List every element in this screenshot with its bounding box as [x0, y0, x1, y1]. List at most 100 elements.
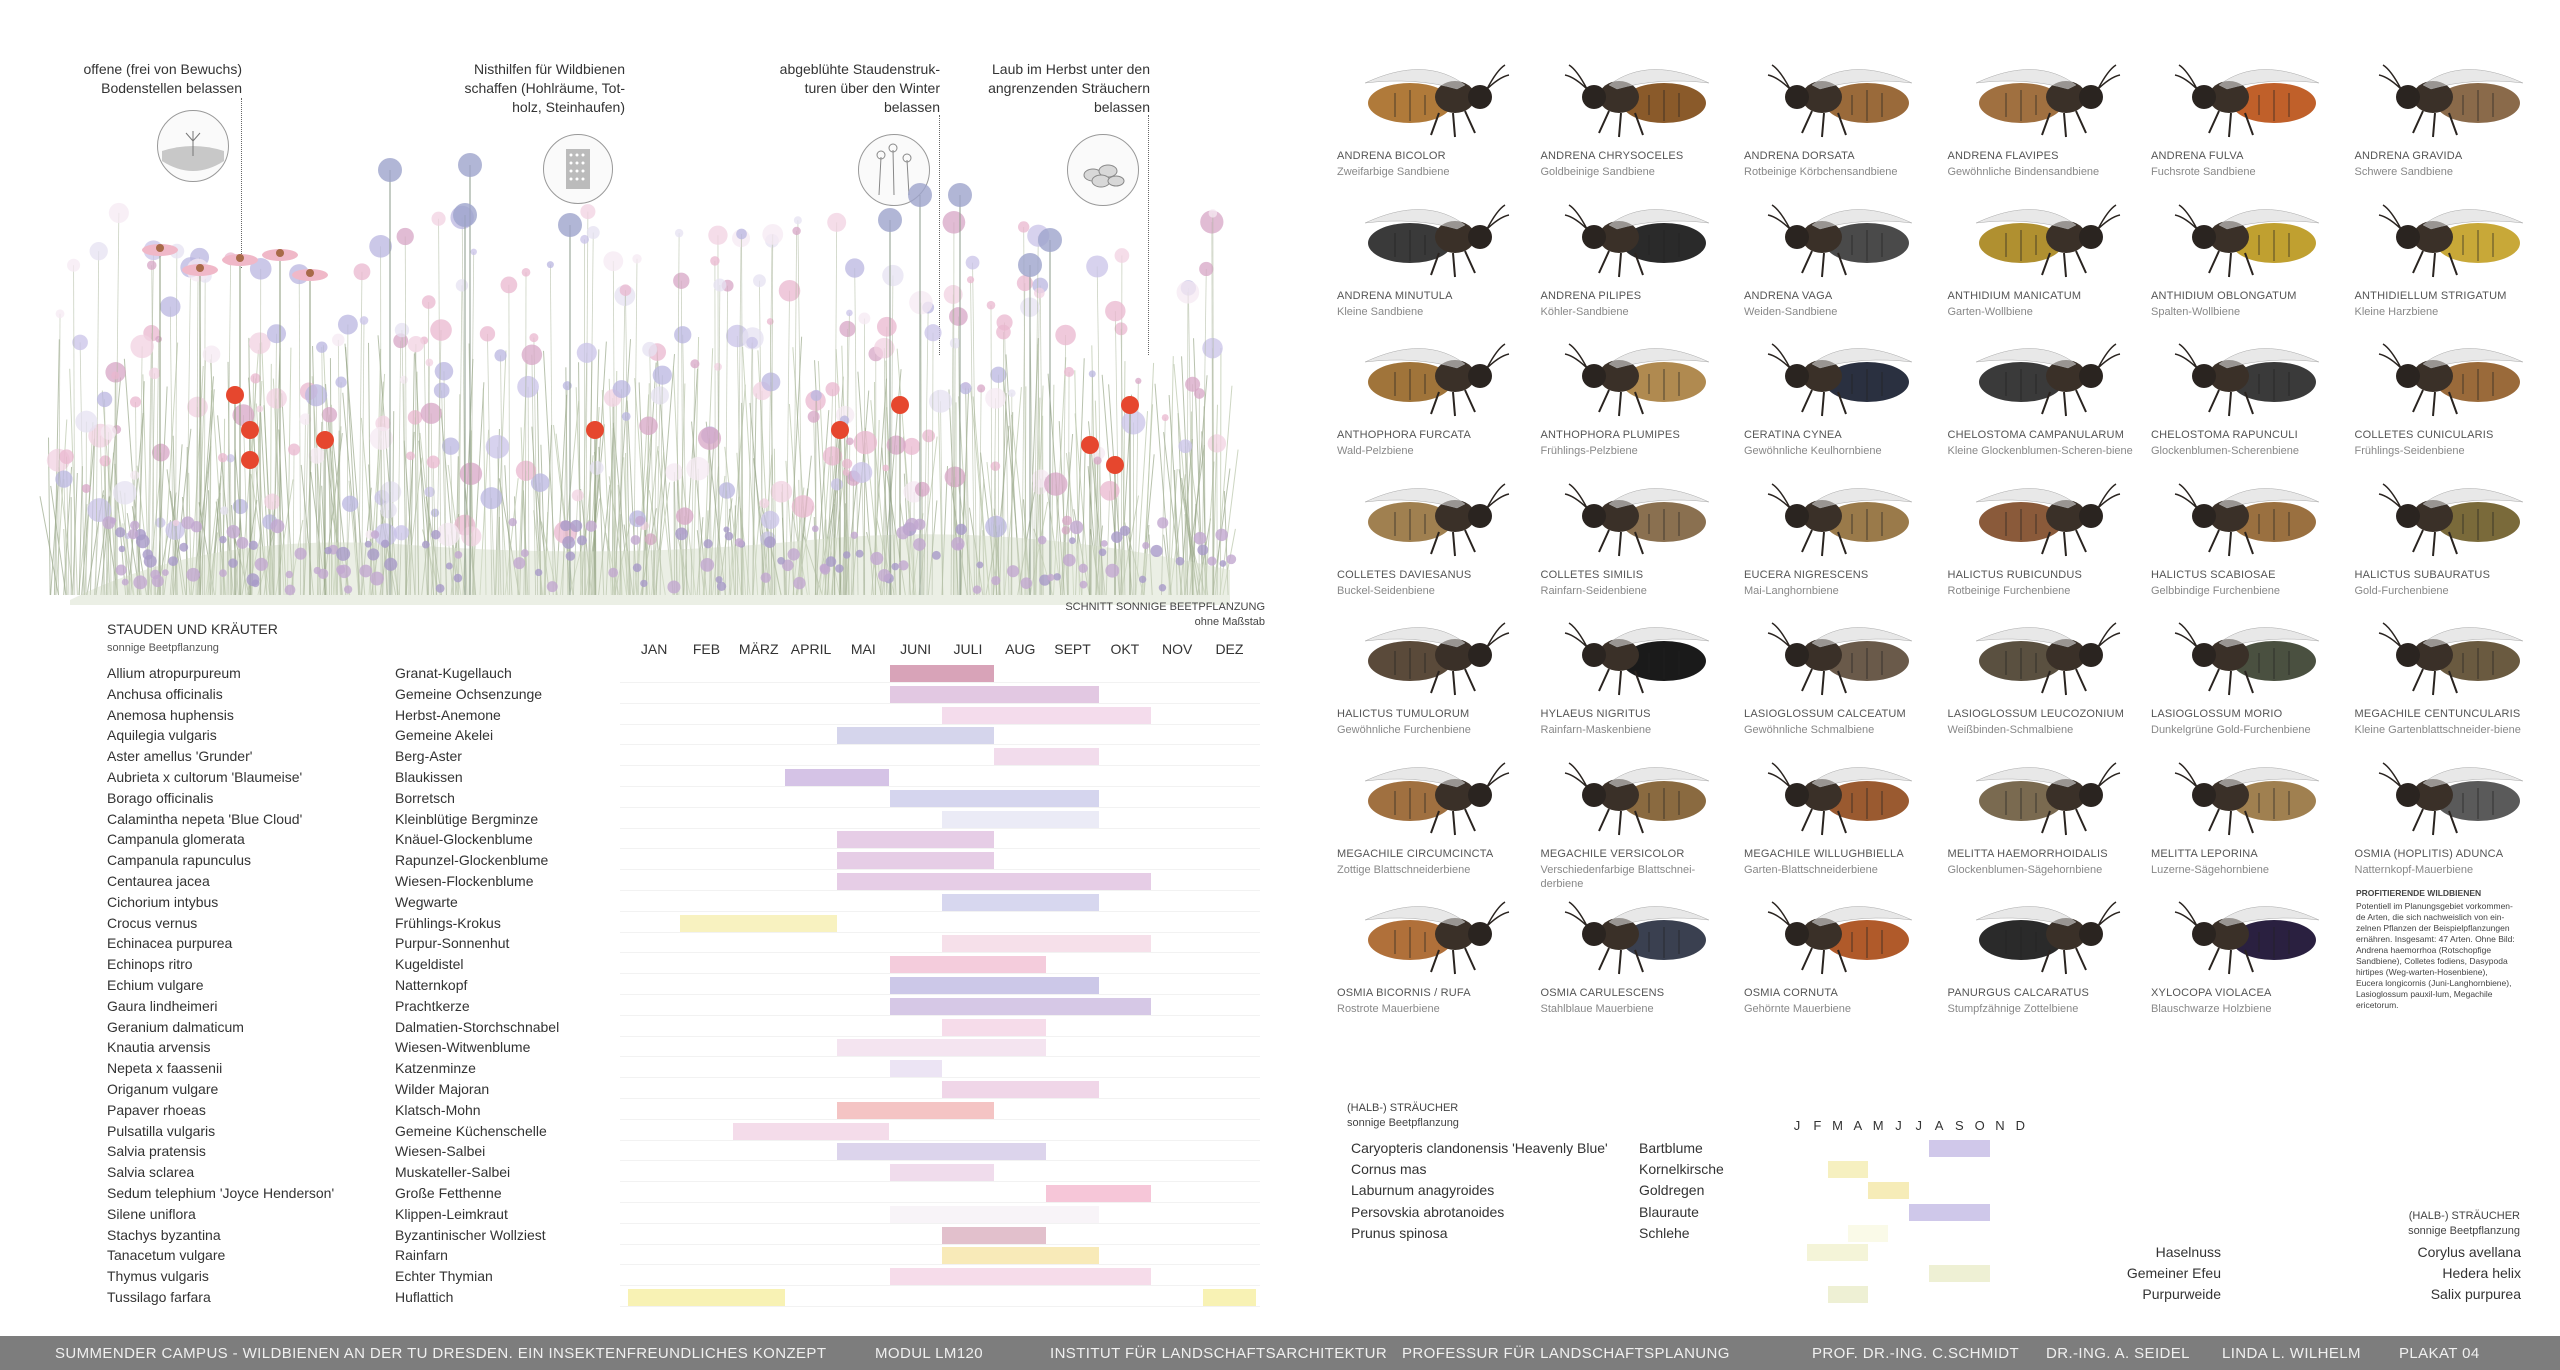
bee-illustration	[1975, 901, 2120, 975]
plant-latin-name: Origanum vulgare	[107, 1081, 219, 1097]
table-row: Tanacetum vulgare Rainfarn	[0, 1245, 1280, 1266]
bloom-bar	[1827, 1161, 1869, 1179]
row-divider	[620, 723, 1260, 725]
bloom-bar	[732, 1122, 890, 1140]
bee-latin-name: ANDRENA FULVA	[2151, 150, 2244, 162]
bee-common-name: Kleine Glockenblumen-Scheren-biene	[1947, 445, 2133, 457]
plant-german-name: Rainfarn	[395, 1247, 448, 1264]
table-row: Salvia pratensis Wiesen-Salbei	[0, 1141, 1280, 1162]
shrub-month-label: J	[1793, 1118, 1801, 1133]
bee-card: ANDRENA PILIPES Köhler-Sandbiene	[1539, 185, 1739, 325]
bee-card: MELITTA HAEMORRHOIDALIS Glockenblumen-Säg…	[1946, 743, 2146, 883]
bee-common-name: Dunkelgrüne Gold-Furchenbiene	[2151, 724, 2311, 736]
bloom-bar	[941, 810, 1099, 828]
plant-german-name: Echter Thymian	[395, 1268, 493, 1285]
row-divider	[620, 1139, 1260, 1141]
bee-card: HALICTUS SUBAURATUS Gold-Furchenbiene	[2353, 464, 2553, 604]
bee-latin-name: LASIOGLOSSUM LEUCOZONIUM	[1947, 708, 2125, 720]
bee-card: CERATINA CYNEA Gewöhnliche Keulhornbiene	[1742, 324, 1942, 464]
row-divider	[620, 1306, 1260, 1307]
table-row: Centaurea jacea Wiesen-Flockenblume	[0, 871, 1280, 891]
annotation-leader	[241, 98, 242, 268]
bee-card: LASIOGLOSSUM MORIO Dunkelgrüne Gold-Furch…	[2149, 603, 2349, 743]
bee-illustration	[1564, 64, 1709, 138]
table-row: Sedum telephium 'Joyce Henderson' Große F…	[0, 1183, 1280, 1203]
month-label: JULI	[953, 641, 983, 657]
bee-card: OSMIA BICORNIS / RUFA Rostrote Mauerbiene	[1335, 882, 1535, 1022]
bee-common-name: Schwere Sandbiene	[2354, 166, 2453, 178]
bee-latin-name: MEGACHILE WILLUGHBIELLA	[1744, 847, 1904, 860]
bee-latin-name: ANDRENA FLAVIPES	[1947, 150, 2059, 162]
bee-card: CHELOSTOMA RAPUNCULI Glockenblumen-Schere…	[2149, 324, 2349, 464]
bee-latin-name: HALICTUS RUBICUNDUS	[1947, 568, 2083, 581]
shrub-latin-name: Persovskia abrotanoides	[1351, 1203, 1505, 1220]
bloom-bar	[1929, 1140, 1990, 1157]
bee-illustration	[2378, 203, 2523, 277]
row-divider	[620, 827, 1260, 829]
table-row: Echinacea purpurea Purpur-Sonnenhut	[0, 933, 1280, 954]
plant-latin-name: Papaver rhoeas	[107, 1101, 206, 1118]
bee-illustration	[1564, 901, 1709, 975]
month-label: APRIL	[790, 641, 832, 657]
row-divider	[620, 744, 1260, 746]
plant-german-name: Gemeine Ochsenzunge	[395, 685, 543, 702]
plant-german-name: Herbst-Anemone	[395, 706, 501, 723]
bee-common-name: Zottige Blattschneiderbiene	[1337, 863, 1471, 876]
bee-common-name: Glockenblumen-Scherenbiene	[2151, 445, 2299, 457]
bee-illustration	[1975, 482, 2120, 556]
bee-note: PROFITIERENDE WILDBIENEN Potentiell im P…	[2356, 888, 2516, 1011]
plant-latin-name: Aquilegia vulgaris	[107, 727, 217, 744]
shrub-month-label: J	[1915, 1118, 1923, 1133]
annotation-leader	[1148, 115, 1149, 355]
table-row: Anchusa officinalis Gemeine Ochsenzunge	[0, 684, 1280, 704]
table-row: Cornus mas Kornelkirsche	[1351, 1159, 2560, 1181]
shrub-german-name: Gemeiner Efeu	[2126, 1265, 2221, 1282]
table-row: Laburnum anagyroides Goldregen	[1351, 1180, 2560, 1202]
footer-dring: DR.-ING. A. SEIDEL	[2046, 1345, 2190, 1362]
table-row: Prunus spinosa Schlehe	[1351, 1223, 2560, 1245]
bee-illustration	[1564, 343, 1709, 417]
bee-common-name: Rainfarn-Maskenbiene	[1540, 724, 1652, 736]
perennials-title: STAUDEN UND KRÄUTER	[107, 621, 278, 637]
bee-common-name: Gewöhnliche Keulhornbiene	[1744, 445, 1882, 457]
bee-card: MELITTA LEPORINA Luzerne-Sägehornbiene	[2149, 743, 2349, 883]
bee-card: COLLETES DAVIESANUS Buckel-Seidenbiene	[1335, 464, 1535, 604]
table-row: Haselnuss Corylus avellana	[1351, 1242, 2560, 1264]
bee-latin-name: COLLETES SIMILIS	[1540, 568, 1644, 581]
bee-card: MEGACHILE VERSICOLOR Verschiedenfarbige B…	[1539, 743, 1739, 890]
bee-latin-name: ANDRENA VAGA	[1744, 289, 1833, 302]
perennials-subtitle: sonnige Beetpflanzung	[107, 642, 219, 654]
shrub-latin-name: Prunus spinosa	[1351, 1224, 1448, 1241]
bee-latin-name: HALICTUS SUBAURATUS	[2354, 568, 2491, 581]
table-row: Thymus vulgaris Echter Thymian	[0, 1266, 1280, 1287]
bee-latin-name: ANDRENA CHRYSOCELES	[1540, 150, 1684, 162]
footer-professur: PROFESSUR FÜR LANDSCHAFTSPLANUNG	[1402, 1345, 1730, 1362]
table-row: Silene uniflora Klippen-Leimkraut	[0, 1204, 1280, 1224]
month-label: AUG	[1005, 641, 1036, 657]
bee-latin-name: MEGACHILE CENTUNCULARIS	[2354, 708, 2521, 720]
bee-illustration	[1364, 482, 1510, 556]
annotation-line: Nisthilfen für Wildbienen	[474, 61, 625, 77]
bloom-bar	[837, 1101, 995, 1119]
plant-latin-name: Aster amellus 'Grunder'	[107, 748, 253, 765]
bee-illustration	[1767, 482, 1913, 556]
bee-illustration	[1975, 761, 2120, 835]
plant-latin-name: Cichorium intybus	[107, 893, 219, 910]
shrubs-subtitle: sonnige Beetpflanzung	[1347, 1117, 1459, 1129]
bee-card: OSMIA CARULESCENS Stahlblaue Mauerbiene	[1539, 882, 1739, 1022]
table-row: Echium vulgare Natternkopf	[0, 975, 1280, 995]
table-row: Salvia sclarea Muskateller-Salbei	[0, 1162, 1280, 1183]
bee-illustration	[2378, 622, 2523, 696]
bee-illustration	[1767, 901, 1913, 975]
bee-note-text: Potentiell im Planungsgebiet vorkommen-d…	[2356, 901, 2515, 1010]
bee-common-name: Frühlings-Seidenbiene	[2354, 445, 2465, 457]
shrub-month-label: O	[1974, 1118, 1985, 1133]
shrub-latin-name: Corylus avellana	[2417, 1244, 2522, 1260]
bee-latin-name: HALICTUS SCABIOSAE	[2151, 568, 2276, 581]
row-divider	[620, 910, 1260, 912]
bee-latin-name: MELITTA LEPORINA	[2151, 847, 2258, 860]
bee-common-name: Wald-Pelzbiene	[1337, 445, 1414, 457]
table-row: Pulsatilla vulgaris Gemeine Küchenschelle	[0, 1121, 1280, 1141]
plant-german-name: Muskateller-Salbei	[395, 1164, 511, 1181]
bloom-bar	[941, 1018, 1047, 1036]
